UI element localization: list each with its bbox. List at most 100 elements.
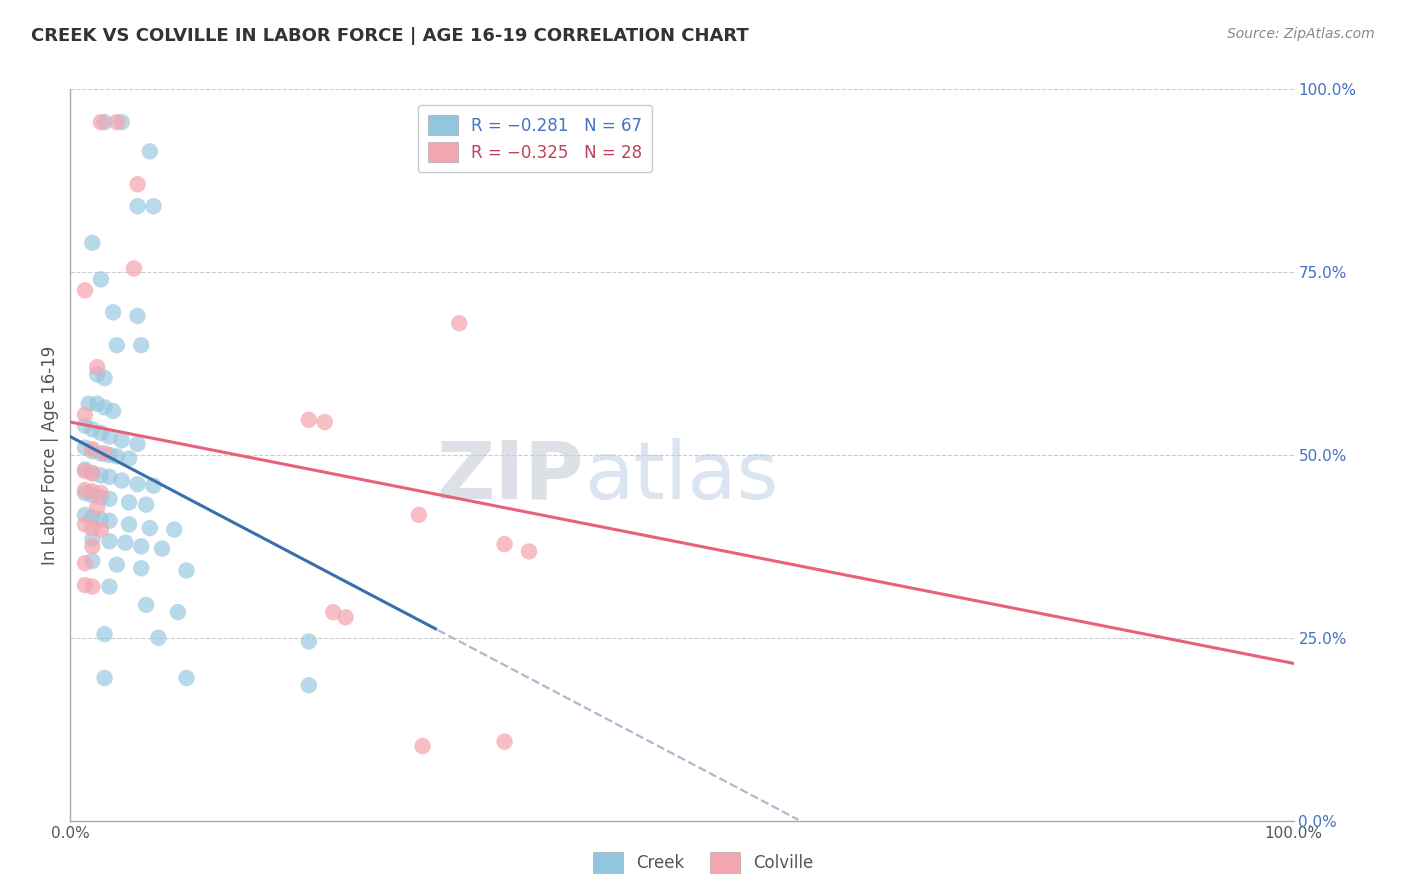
Point (93, 115, 115, 129)
Text: CREEK VS COLVILLE IN LABOR FORCE | AGE 16-19 CORRELATION CHART: CREEK VS COLVILLE IN LABOR FORCE | AGE 1… (31, 27, 748, 45)
Point (127, 437, 149, 451)
Point (494, 734, 516, 748)
Point (127, 309, 149, 323)
Point (298, 413, 321, 427)
Point (86, 360, 108, 375)
Point (93, 627, 115, 641)
Point (129, 561, 152, 575)
Point (98, 430, 121, 444)
Legend: Creek, Colville: Creek, Colville (586, 846, 820, 880)
Point (73, 284, 96, 298)
Point (129, 539, 152, 553)
Point (82, 521, 104, 535)
Point (163, 523, 186, 537)
Point (494, 537, 516, 551)
Point (73, 486, 96, 500)
Point (73, 578, 96, 592)
Point (176, 564, 198, 578)
Legend: R = −0.281   N = 67, R = −0.325   N = 28: R = −0.281 N = 67, R = −0.325 N = 28 (418, 105, 652, 172)
Point (114, 535, 136, 549)
Point (105, 115, 128, 129)
Point (86, 368, 108, 382)
Point (86, 397, 108, 411)
Point (129, 338, 152, 352)
Point (135, 498, 157, 512)
Point (105, 338, 128, 352)
Point (118, 495, 141, 509)
Point (408, 508, 430, 522)
Point (90, 425, 112, 440)
Text: Source: ZipAtlas.com: Source: ZipAtlas.com (1227, 27, 1375, 41)
Point (82, 466, 104, 480)
Point (517, 544, 540, 558)
Point (82, 442, 104, 456)
Point (98, 491, 121, 506)
Point (298, 634, 321, 648)
Point (73, 508, 96, 522)
Point (412, 739, 434, 753)
Point (322, 605, 344, 619)
Point (82, 554, 104, 568)
Point (77, 397, 100, 411)
Point (111, 115, 134, 129)
Point (82, 539, 104, 553)
Point (142, 478, 165, 492)
Point (90, 115, 112, 129)
Point (449, 316, 471, 330)
Point (82, 422, 104, 436)
Point (93, 446, 115, 460)
Point (118, 451, 141, 466)
Point (90, 491, 112, 505)
Point (82, 466, 104, 480)
Point (82, 484, 104, 499)
Point (93, 401, 115, 415)
Point (73, 441, 96, 455)
Point (135, 598, 157, 612)
Point (148, 631, 170, 645)
Point (167, 605, 190, 619)
Point (82, 235, 104, 250)
Point (73, 418, 96, 433)
Point (90, 272, 112, 286)
Point (86, 500, 108, 515)
Point (176, 671, 198, 685)
Point (298, 678, 321, 692)
Point (82, 580, 104, 594)
Point (93, 371, 115, 385)
Point (90, 486, 112, 500)
Point (90, 446, 112, 460)
Point (73, 408, 96, 422)
Point (122, 261, 145, 276)
Point (90, 523, 112, 537)
Point (98, 580, 121, 594)
Point (73, 464, 96, 478)
Point (127, 199, 149, 213)
Point (93, 671, 115, 685)
Point (82, 488, 104, 502)
Point (105, 450, 128, 464)
Point (101, 404, 124, 418)
Point (150, 541, 173, 556)
Point (105, 558, 128, 572)
Y-axis label: In Labor Force | Age 16-19: In Labor Force | Age 16-19 (41, 345, 59, 565)
Point (98, 534, 121, 549)
Point (73, 556, 96, 570)
Point (314, 415, 336, 429)
Point (98, 470, 121, 484)
Point (111, 474, 134, 488)
Point (82, 510, 104, 524)
Point (142, 199, 165, 213)
Point (111, 434, 134, 448)
Point (90, 512, 112, 526)
Point (127, 477, 149, 491)
Point (335, 610, 357, 624)
Point (101, 305, 124, 319)
Point (73, 517, 96, 532)
Point (90, 468, 112, 483)
Point (139, 145, 162, 159)
Text: ZIP: ZIP (437, 438, 583, 516)
Point (127, 178, 149, 192)
Point (139, 521, 162, 535)
Point (98, 448, 121, 462)
Point (98, 514, 121, 528)
